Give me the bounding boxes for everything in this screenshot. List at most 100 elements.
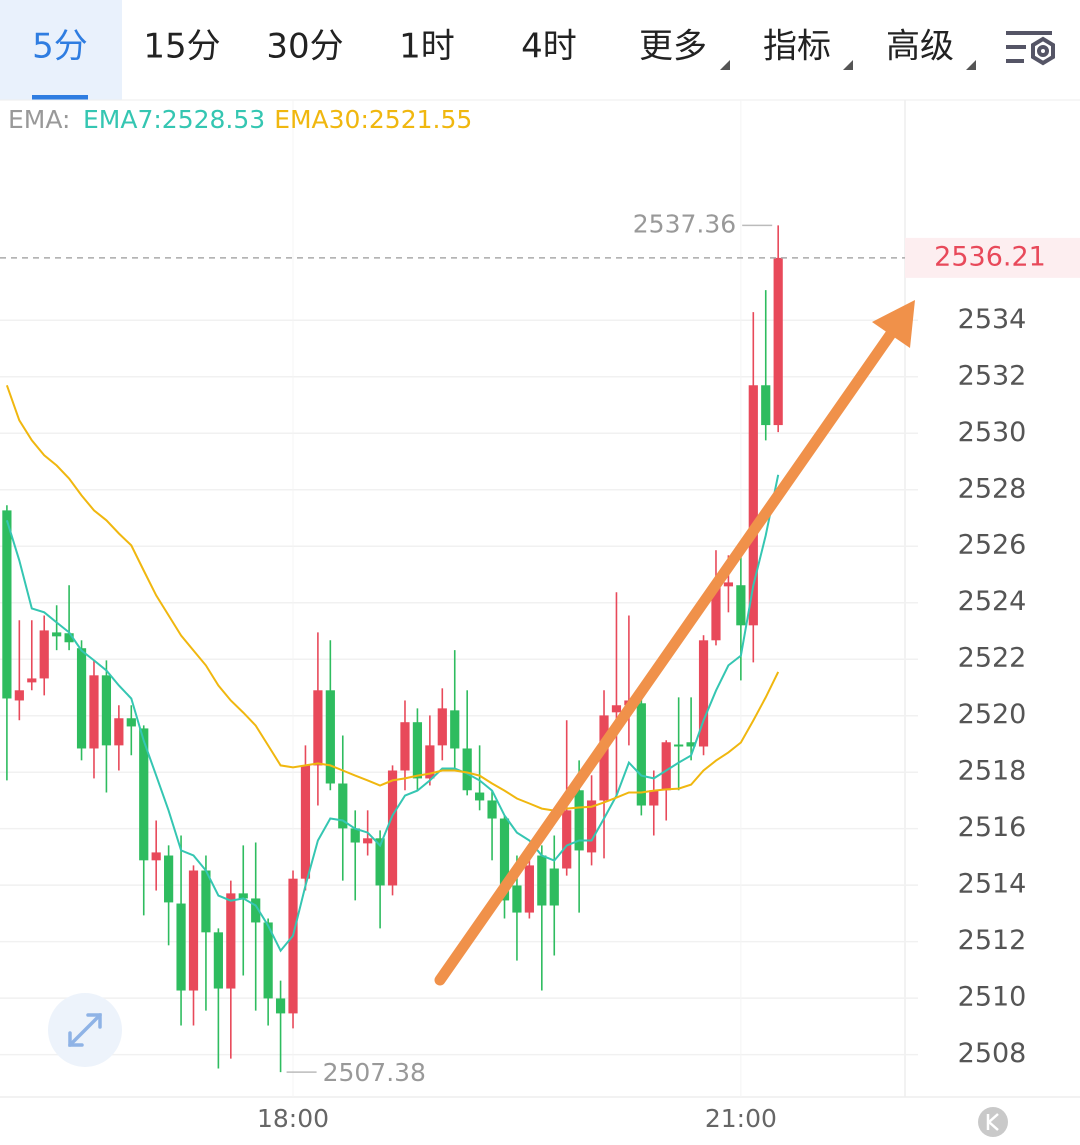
candle-body — [512, 885, 522, 913]
candle-body — [27, 678, 37, 683]
candle-body — [114, 718, 124, 746]
candle-body — [14, 690, 24, 701]
dropdown-caret — [843, 60, 853, 70]
tab-bar — [0, 0, 1080, 100]
candle-body — [611, 705, 622, 713]
x-tick-label: 21:00 — [705, 1104, 777, 1133]
tab[interactable]: 更多 — [639, 27, 707, 67]
x-tick-label: 18:00 — [257, 1104, 329, 1133]
candle-body — [574, 790, 584, 851]
candle-body — [475, 792, 485, 801]
ema-line — [5, 384, 780, 812]
y-tick-label: 2528 — [958, 473, 1027, 504]
candle-body — [711, 583, 721, 641]
tab[interactable]: 高级 — [886, 27, 954, 67]
candle-body — [101, 675, 112, 746]
candle-body — [64, 633, 74, 643]
tab-indicator — [32, 95, 88, 100]
candle-body — [201, 870, 211, 933]
candle-body — [636, 703, 646, 806]
grid — [0, 100, 918, 1097]
indicator-label: EMA: — [8, 105, 70, 134]
y-tick-label: 2518 — [958, 756, 1027, 787]
candle-body — [76, 648, 87, 749]
candle-body — [524, 865, 534, 913]
candle-body — [425, 745, 435, 779]
candle-body — [52, 632, 62, 637]
y-tick-label: 2508 — [958, 1038, 1027, 1069]
candle-body — [412, 722, 423, 779]
candle-body — [238, 893, 248, 899]
candle-body — [275, 998, 286, 1014]
candle-body — [400, 722, 410, 771]
y-tick-label: 2534 — [958, 304, 1027, 335]
candle-body — [375, 838, 385, 886]
candle-body — [251, 898, 261, 923]
settings-icon[interactable] — [1006, 31, 1055, 66]
scroll-end-button[interactable] — [978, 1107, 1008, 1137]
tab[interactable]: 30分 — [266, 27, 343, 67]
candle-body — [300, 765, 311, 879]
candle-body — [674, 744, 684, 747]
last-price-label: 2536.21 — [934, 241, 1046, 272]
tab-selected-bg — [0, 0, 122, 100]
candle-body — [313, 690, 323, 766]
ema-line — [5, 474, 780, 953]
candle-body — [649, 790, 659, 806]
candle-body — [288, 878, 298, 1014]
dropdown-caret — [720, 60, 730, 70]
y-tick-label: 2532 — [958, 360, 1027, 391]
y-tick-label: 2522 — [958, 643, 1027, 674]
candle-body — [139, 728, 149, 861]
y-tick-label: 2530 — [958, 417, 1027, 448]
tab[interactable]: 4时 — [521, 27, 577, 67]
last-price-bg — [905, 237, 1080, 278]
y-tick-label: 2516 — [958, 812, 1027, 843]
candle-body — [226, 893, 236, 989]
tabs: 5分 15分 30分 1时 4时 更多 指标 高级 — [0, 0, 954, 100]
y-tick-label: 2524 — [958, 586, 1027, 617]
candle-body — [263, 922, 273, 999]
candle-body — [537, 855, 547, 906]
candle-body — [748, 385, 758, 626]
tab[interactable]: 5分 — [32, 27, 88, 67]
candle-body — [549, 868, 559, 906]
candle-body — [39, 630, 49, 679]
candle-body — [176, 903, 186, 991]
candle-body — [188, 870, 199, 991]
high-label: 2537.36 — [633, 209, 736, 238]
candle-body — [499, 818, 510, 901]
tab[interactable]: 1时 — [399, 27, 455, 67]
candle-body — [562, 810, 572, 869]
y-tick-label: 2526 — [958, 530, 1027, 561]
legend-entry: EMA30:2521.55 — [274, 105, 472, 134]
candle-body — [686, 742, 696, 747]
dropdown-caret — [966, 60, 976, 70]
expand-button[interactable] — [48, 993, 122, 1067]
candle-body — [325, 690, 335, 784]
candle-body — [736, 585, 746, 626]
candle-body — [437, 708, 447, 746]
candle-body — [89, 675, 99, 749]
candle-body — [151, 852, 161, 861]
candle-body — [2, 510, 12, 699]
legend-entry: EMA7:2528.53 — [83, 105, 265, 134]
candle-body — [164, 855, 174, 903]
tab[interactable]: 15分 — [143, 27, 220, 67]
candle-body — [487, 800, 497, 819]
trend-arrow — [434, 300, 915, 986]
candle-body — [661, 742, 671, 791]
tab[interactable]: 指标 — [763, 27, 831, 67]
candle-body — [761, 385, 771, 426]
candle-body — [338, 783, 348, 829]
y-tick-label: 2514 — [958, 869, 1027, 900]
candle-body — [462, 748, 472, 791]
candle-body — [350, 828, 360, 843]
y-tick-label: 2510 — [958, 982, 1027, 1013]
candle-body — [126, 718, 136, 727]
candle-body — [698, 640, 709, 747]
ema-lines — [5, 384, 780, 953]
candle-body — [599, 715, 609, 801]
candle-body — [363, 838, 373, 844]
